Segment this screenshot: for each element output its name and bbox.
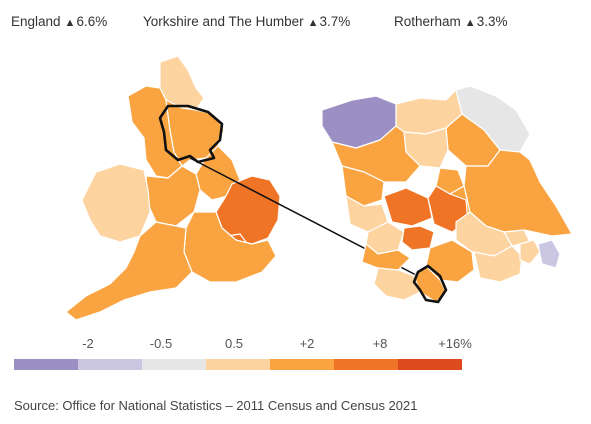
legend-labels: -2 -0.5 0.5 +2 +8 +16%: [0, 336, 591, 352]
stat-yorkshire-name: Yorkshire and The Humber: [143, 14, 304, 29]
legend-label: +8: [372, 336, 388, 351]
legend-label: +2: [299, 336, 315, 351]
legend-label: -0.5: [149, 336, 173, 351]
district-leeds: [383, 187, 433, 227]
stat-rotherham-name: Rotherham: [394, 14, 461, 29]
up-arrow-icon: ▲: [464, 17, 476, 29]
district-grimsby: [537, 239, 561, 269]
region-south-west: [65, 221, 193, 321]
legend-swatch-5: [334, 359, 398, 370]
legend-swatch-3: [206, 359, 270, 370]
district-barnsley: [361, 243, 411, 271]
legend-swatch-6: [398, 359, 462, 370]
district-north-lincolnshire: [473, 245, 523, 283]
region-wales: [81, 163, 151, 243]
legend-label: +16%: [438, 336, 472, 351]
stat-yorkshire-value: 3.7%: [319, 14, 351, 29]
yorkshire-map: [321, 85, 573, 304]
district-ne-lincolnshire: [519, 239, 541, 265]
legend-swatch-1: [78, 359, 142, 370]
source-note: Source: Office for National Statistics –…: [14, 398, 418, 413]
stat-rotherham: Rotherham ▲3.3%: [394, 14, 507, 29]
yorkshire-outline: [158, 104, 224, 164]
legend-label: 0.5: [224, 336, 244, 351]
up-arrow-icon: ▲: [307, 17, 319, 29]
rotherham-outline: [412, 264, 448, 304]
legend-label: -2: [82, 336, 94, 351]
region-east-of-england: [215, 175, 281, 245]
stat-yorkshire: Yorkshire and The Humber ▲3.7%: [143, 14, 350, 29]
choropleth-map: [65, 55, 573, 321]
legend-swatch-2: [142, 359, 206, 370]
legend-swatch-0: [14, 359, 78, 370]
district-wakefield: [401, 225, 435, 251]
legend-swatch-7: [462, 359, 526, 370]
up-arrow-icon: ▲: [64, 17, 76, 29]
stat-rotherham-value: 3.3%: [476, 14, 508, 29]
england-map: [65, 55, 281, 321]
district-sheffield: [373, 267, 421, 301]
stat-england: England ▲6.6%: [11, 14, 107, 29]
stat-england-name: England: [11, 14, 61, 29]
stat-england-value: 6.6%: [76, 14, 108, 29]
region-west-midlands: [145, 165, 201, 227]
legend-swatch-4: [270, 359, 334, 370]
legend-color-scale: [14, 359, 526, 370]
